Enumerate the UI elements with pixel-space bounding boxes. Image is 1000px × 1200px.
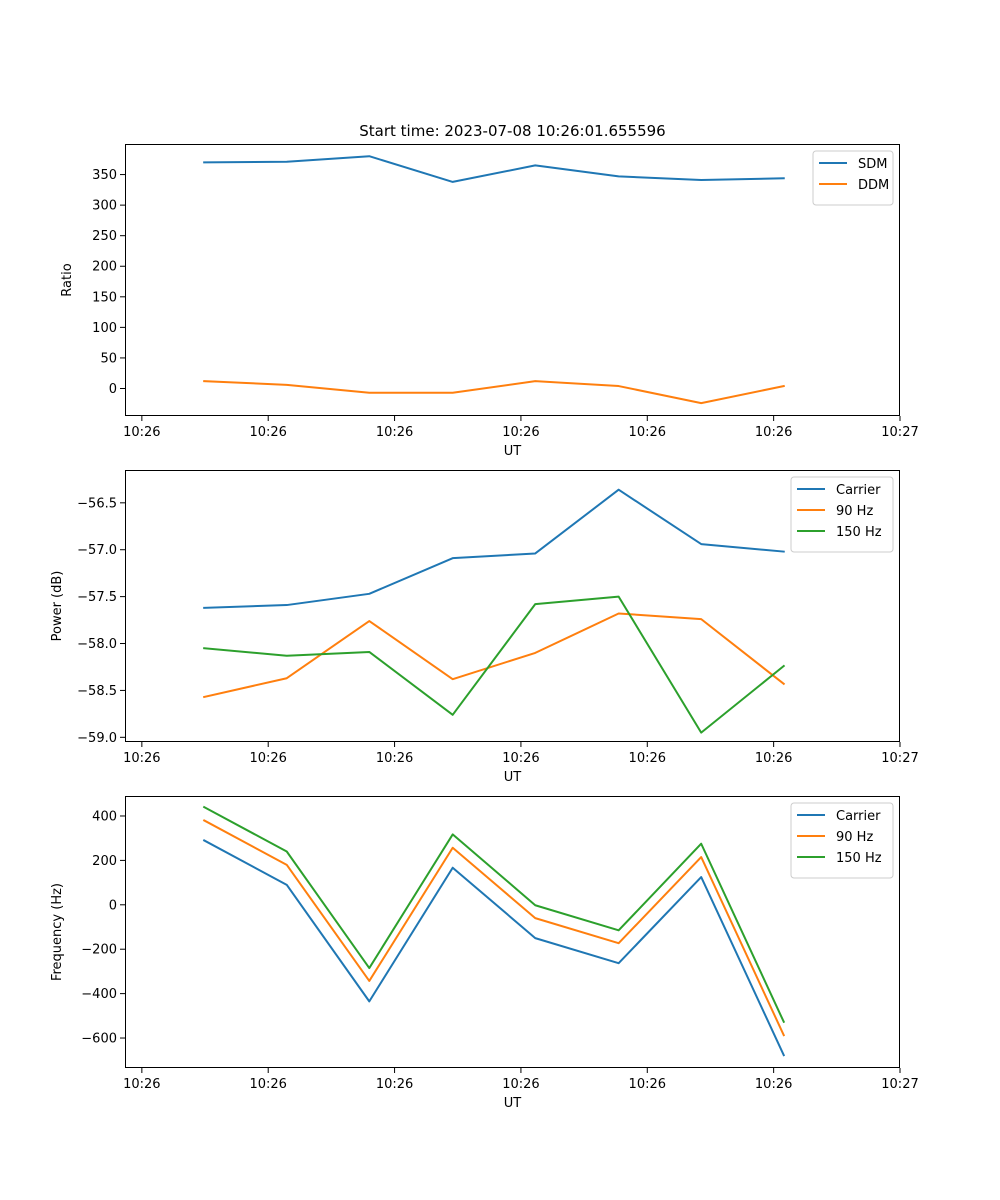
frequency-x-tick-label: 10:26 [755,1077,792,1092]
frequency-y-axis-label: Frequency (Hz) [50,883,65,981]
panel-ratio: 10:26 10:26 10:26 10:26 10:26 10:26 10:27 0 50 10… [60,144,919,459]
ratio-x-tick-label: 10:26 [502,425,539,440]
power-x-tick-label: 10:26 [123,751,160,766]
ratio-x-axis-label: UT [504,444,522,459]
power-y-tick-label: −57.5 [77,590,117,605]
ratio-x-tick-label: 10:27 [881,425,918,440]
ratio-x-tick-label: 10:26 [376,425,413,440]
power-x-tick-label: 10:27 [881,751,918,766]
panel-frequency: 10:26 10:26 10:26 10:26 10:26 10:26 10:27 −600 −… [50,796,919,1111]
frequency-y-tick-label: 400 [92,809,117,824]
ratio-legend-box [812,150,894,206]
power-legend-box [790,476,894,553]
power-legend-label: 150 Hz [836,525,882,540]
power-y-tick-label: −58.5 [77,684,117,699]
power-x-tick-label: 10:26 [249,751,286,766]
frequency-y-tick-label: −200 [81,943,117,958]
ratio-series-1-line [203,380,785,405]
power-y-tick-label: −57.0 [77,543,117,558]
frequency-y-tick-label: 0 [109,898,117,913]
ratio-x-tick-label: 10:26 [755,425,792,440]
frequency-y-tick-label: 200 [92,854,117,869]
frequency-x-tick-label: 10:26 [629,1077,666,1092]
frequency-series-1-line [202,819,786,1037]
power-y-axis-label: Power (dB) [50,571,65,642]
ratio-x-tick-label: 10:26 [249,425,286,440]
ratio-y-tick-label: 250 [92,229,117,244]
frequency-series-2-line [202,805,786,1024]
power-x-axis-label: UT [504,770,522,785]
frequency-x-tick-label: 10:27 [881,1077,918,1092]
power-y-tick-label: −59.0 [77,731,117,746]
ratio-y-tick-label: 50 [100,351,117,366]
frequency-x-axis-label: UT [504,1096,522,1111]
ratio-x-tick-label: 10:26 [629,425,666,440]
power-x-tick-label: 10:26 [502,751,539,766]
frequency-x-tick-label: 10:26 [249,1077,286,1092]
power-series-1-line [202,612,786,699]
ratio-series-0-line [203,155,785,183]
frequency-x-tick-label: 10:26 [376,1077,413,1092]
frequency-legend-label: 90 Hz [836,830,873,845]
frequency-axes-frame [125,796,900,1068]
ratio-y-tick-label: 300 [92,199,117,214]
frequency-legend-box [790,802,894,879]
ratio-y-axis-label: Ratio [60,263,75,296]
power-series-0-line [203,488,785,609]
power-y-tick-label: −58.0 [77,637,117,652]
power-y-tick-label: −56.5 [77,496,117,511]
ratio-y-tick-label: 100 [92,321,117,336]
figure-title: Start time: 2023-07-08 10:26:01.655596 [359,122,665,140]
power-axes-frame [125,470,900,742]
ratio-x-tick-label: 10:26 [123,425,160,440]
ratio-y-tick-label: 150 [92,290,117,305]
frequency-y-tick-label: −600 [81,1032,117,1047]
ratio-legend-label: SDM [858,157,887,172]
ratio-y-tick-label: 200 [92,260,117,275]
ratio-axes-frame [125,144,900,416]
frequency-x-tick-label: 10:26 [123,1077,160,1092]
power-x-tick-label: 10:26 [376,751,413,766]
ratio-legend-label: DDM [858,178,889,193]
frequency-legend-label: Carrier [836,809,881,824]
power-legend-label: 90 Hz [836,504,873,519]
power-x-tick-label: 10:26 [755,751,792,766]
power-x-tick-label: 10:26 [629,751,666,766]
frequency-y-tick-label: −400 [81,987,117,1002]
panel-power: 10:26 10:26 10:26 10:26 10:26 10:26 10:27 −59.0… [50,470,919,785]
power-legend-label: Carrier [836,483,881,498]
ratio-y-tick-label: 0 [109,382,117,397]
frequency-legend-label: 150 Hz [836,851,882,866]
ratio-y-tick-label: 350 [92,168,117,183]
power-series-2-line [203,595,786,734]
frequency-x-tick-label: 10:26 [502,1077,539,1092]
frequency-series-0-line [202,839,786,1057]
